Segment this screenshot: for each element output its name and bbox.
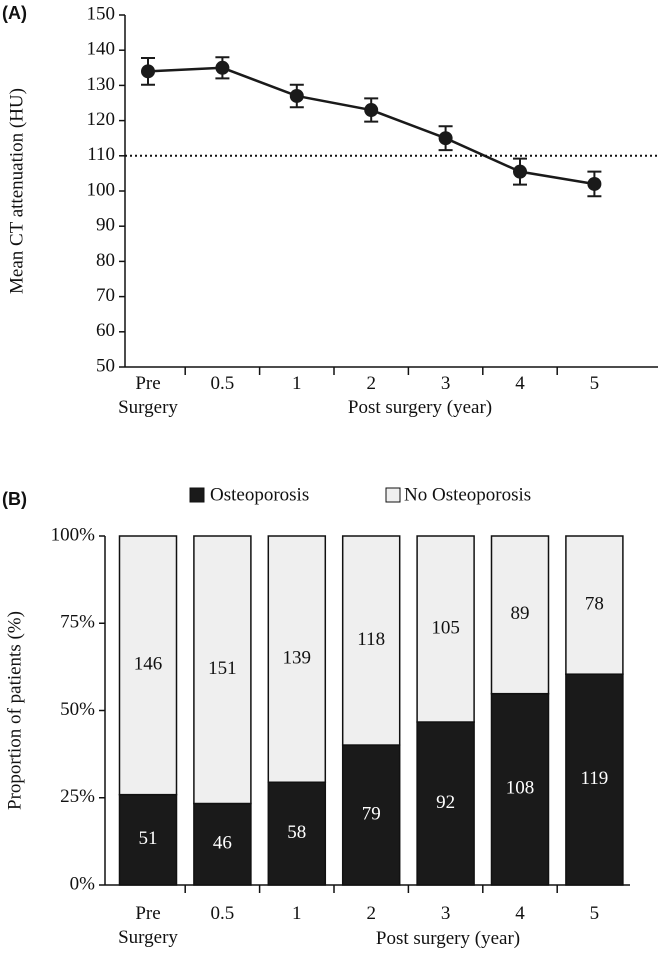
marker: [513, 164, 527, 179]
x-tick-label: 1: [292, 373, 302, 394]
panel-label: (B): [2, 489, 27, 509]
y-tick-label: 120: [87, 109, 116, 130]
line: [147, 66, 595, 186]
y-tick-label: 50%: [60, 699, 95, 720]
marker: [289, 88, 304, 103]
data-label: 139: [283, 647, 312, 668]
data-label: 78: [585, 593, 604, 614]
bar-segment: [118, 535, 178, 796]
bar-segment: [341, 744, 401, 886]
bar-segment: [267, 781, 327, 886]
y-tick-label: 90: [96, 215, 115, 236]
x-tick-label: Pre Surgery: [118, 903, 178, 948]
y-tick-label: 80: [96, 250, 115, 271]
y-tick-label: 150: [87, 3, 116, 24]
data-label: 92: [436, 792, 455, 813]
y-tick-label: 60: [96, 320, 115, 341]
x-axis-title: Post surgery (year): [347, 397, 493, 418]
x-tick-label: 5: [589, 373, 600, 394]
data-label: 118: [357, 629, 385, 650]
x-tick-label: 3: [440, 373, 451, 394]
marker: [215, 60, 230, 75]
y-tick-label: 25%: [60, 786, 95, 807]
data-label: 51: [139, 828, 158, 849]
bar-segment: [490, 535, 550, 695]
x-tick-label: Pre Surgery: [118, 373, 178, 418]
legend-swatch: [189, 487, 205, 503]
x-tick-label: 5: [589, 903, 600, 924]
x-tick-label: 2: [366, 903, 376, 924]
y-tick-label: 140: [87, 39, 116, 60]
data-label: 79: [362, 803, 381, 824]
y-tick-label: 110: [87, 144, 115, 165]
bar-segment: [267, 535, 327, 783]
bar-segment: [193, 802, 252, 886]
data-label: 108: [506, 778, 535, 799]
y-tick-label: 130: [87, 74, 116, 95]
y-axis-title: Mean CT attenuation (HU): [6, 88, 27, 294]
data-label: 151: [208, 658, 237, 679]
x-tick-label: 0.5: [210, 903, 235, 924]
y-tick-label: 0%: [70, 873, 96, 894]
legend-swatch: [385, 487, 401, 503]
x-tick-label: 1: [292, 903, 302, 924]
y-tick-label: 70: [96, 285, 115, 306]
y-tick-label: 100: [87, 179, 116, 200]
x-axis-title: Post surgery (year): [375, 928, 521, 949]
y-tick-label: 100%: [51, 524, 96, 545]
y-tick-label: 50: [96, 355, 115, 376]
data-label: 58: [287, 822, 306, 843]
y-tick-label: 75%: [60, 612, 95, 633]
bar-segment: [416, 535, 475, 723]
bar-segment: [193, 535, 252, 805]
data-label: 46: [213, 833, 232, 854]
x-tick-label: 4: [515, 373, 525, 394]
panel-label: (A): [2, 3, 27, 23]
bar-segment: [118, 793, 178, 886]
marker: [587, 176, 602, 191]
marker: [364, 103, 379, 118]
legend-label: No Osteoporosis: [404, 484, 531, 505]
legend-label: Osteoporosis: [210, 484, 309, 505]
bar-segment: [565, 535, 624, 675]
x-tick-label: 4: [515, 903, 525, 924]
data-label: 89: [511, 603, 530, 624]
x-tick-label: 3: [440, 903, 451, 924]
x-tick-label: 0.5: [210, 373, 235, 394]
data-label: 119: [581, 768, 609, 789]
y-axis-title: Proportion of patients (%): [4, 611, 25, 810]
marker: [438, 131, 453, 146]
bar-segment: [341, 535, 401, 746]
x-tick-label: 2: [366, 373, 376, 394]
data-label: 105: [431, 617, 460, 638]
data-label: 146: [134, 654, 163, 675]
marker: [141, 64, 155, 79]
